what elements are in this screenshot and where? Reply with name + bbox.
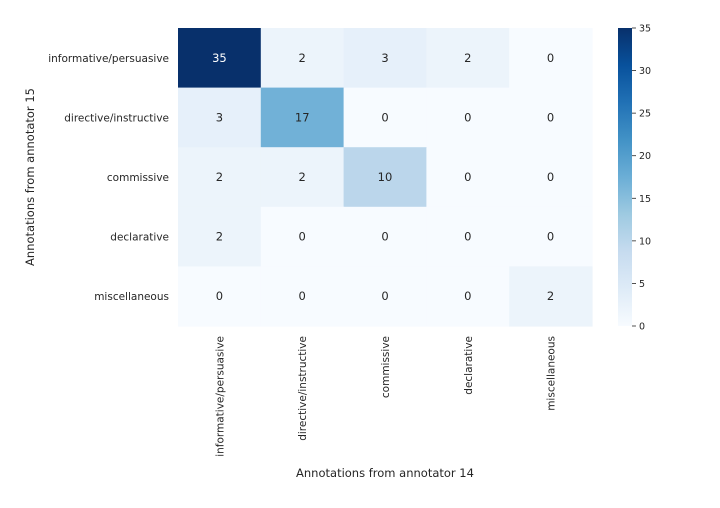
x-axis-label: Annotations from annotator 14 <box>296 466 474 480</box>
heatmap-cell-r1-c4 <box>509 87 593 148</box>
cell-value-r4-c3: 0 <box>464 289 471 303</box>
x-tick-label-informative-persuasive: informative/persuasive <box>214 336 226 457</box>
cell-value-r2-c2: 10 <box>378 170 393 184</box>
y-tick-labels: informative/persuasive directive/instruct… <box>48 53 169 303</box>
heatmap-cell-r0-c0 <box>178 28 262 89</box>
heatmap-cell-r4-c4 <box>509 266 593 327</box>
cell-value-r0-c0: 35 <box>212 51 227 65</box>
colorbar-tick-label-30: 30 <box>639 66 651 77</box>
heatmap-cell-r1-c0 <box>178 87 262 148</box>
cell-value-r0-c4: 0 <box>547 51 554 65</box>
heatmap-cell-r3-c2 <box>343 206 427 267</box>
cell-value-r2-c3: 0 <box>464 170 471 184</box>
colorbar-tick-label-15: 15 <box>639 194 651 205</box>
cell-value-r3-c1: 0 <box>299 230 306 244</box>
cell-value-r1-c0: 3 <box>216 110 223 124</box>
colorbar-tick-label-5: 5 <box>639 279 645 290</box>
cell-value-r3-c2: 0 <box>381 230 388 244</box>
cell-value-r4-c4: 2 <box>547 289 554 303</box>
heatmap-cell-r0-c3 <box>426 28 510 89</box>
heatmap-cell-r2-c0 <box>178 147 262 208</box>
heatmap-cell-r0-c1 <box>260 28 345 89</box>
heatmap-cell-r4-c1 <box>260 266 345 327</box>
cell-value-r3-c4: 0 <box>547 230 554 244</box>
colorbar: 0 5 10 15 20 25 30 35 <box>618 24 651 333</box>
heatmap-cell-r4-c0 <box>178 266 262 327</box>
heatmap-cell-r0-c2 <box>343 28 427 89</box>
y-tick-label-commissive: commissive <box>107 172 169 184</box>
cell-value-r1-c1: 17 <box>295 110 310 124</box>
x-tick-label-miscellaneous: miscellaneous <box>546 336 558 411</box>
y-tick-label-informative-persuasive: informative/persuasive <box>48 53 169 65</box>
colorbar-gradient <box>618 28 632 326</box>
cell-value-r0-c3: 2 <box>464 51 471 65</box>
heatmap-cell-r4-c3 <box>426 266 510 327</box>
cell-value-r0-c2: 3 <box>381 51 388 65</box>
y-tick-label-miscellaneous: miscellaneous <box>94 291 169 303</box>
cell-annotations: 35 2 3 2 0 3 17 0 0 0 2 2 10 0 0 2 0 0 0 0 0 0 0 0 2 <box>212 51 554 303</box>
x-tick-label-commissive: commissive <box>380 336 392 398</box>
heatmap-cell-r2-c3 <box>426 147 510 208</box>
x-tick-label-directive-instructive: directive/instructive <box>297 336 309 441</box>
heatmap-cell-r3-c0 <box>178 206 262 267</box>
cell-value-r4-c1: 0 <box>299 289 306 303</box>
cell-value-r2-c1: 2 <box>299 170 306 184</box>
y-tick-label-declarative: declarative <box>110 232 169 244</box>
cell-value-r1-c4: 0 <box>547 110 554 124</box>
heatmap-cell-r4-c2 <box>343 266 427 327</box>
cell-value-r3-c0: 2 <box>216 230 223 244</box>
cell-value-r2-c4: 0 <box>547 170 554 184</box>
cell-value-r3-c3: 0 <box>464 230 471 244</box>
heatmap-cell-r2-c2 <box>343 147 427 208</box>
cell-value-r2-c0: 2 <box>216 170 223 184</box>
heatmap-cell-r3-c1 <box>260 206 345 267</box>
y-axis-label: Annotations from annotator 15 <box>23 88 37 266</box>
heatmap-cell-r2-c4 <box>509 147 593 208</box>
colorbar-tick-label-0: 0 <box>639 322 645 333</box>
colorbar-tick-label-20: 20 <box>639 151 651 162</box>
heatmap-cell-r0-c4 <box>509 28 593 89</box>
cell-value-r0-c1: 2 <box>299 51 306 65</box>
heatmap-cell-r1-c3 <box>426 87 510 148</box>
colorbar-tick-label-10: 10 <box>639 236 651 247</box>
heatmap-cell-r3-c3 <box>426 206 510 267</box>
heatmap-cell-r3-c4 <box>509 206 593 267</box>
cell-value-r1-c2: 0 <box>381 110 388 124</box>
heatmap-cell-r1-c1 <box>260 87 345 148</box>
colorbar-tick-label-35: 35 <box>639 24 651 35</box>
cell-value-r4-c2: 0 <box>381 289 388 303</box>
colorbar-tick-label-25: 25 <box>639 109 651 120</box>
x-tick-labels: informative/persuasive directive/instruct… <box>214 336 557 457</box>
cell-value-r4-c0: 0 <box>216 289 223 303</box>
heatmap-cell-r2-c1 <box>260 147 345 208</box>
y-tick-label-directive-instructive: directive/instructive <box>64 112 169 124</box>
heatmap-cell-r1-c2 <box>343 87 427 148</box>
heatmap-cells <box>178 28 593 327</box>
cell-value-r1-c3: 0 <box>464 110 471 124</box>
x-tick-label-declarative: declarative <box>463 336 475 395</box>
